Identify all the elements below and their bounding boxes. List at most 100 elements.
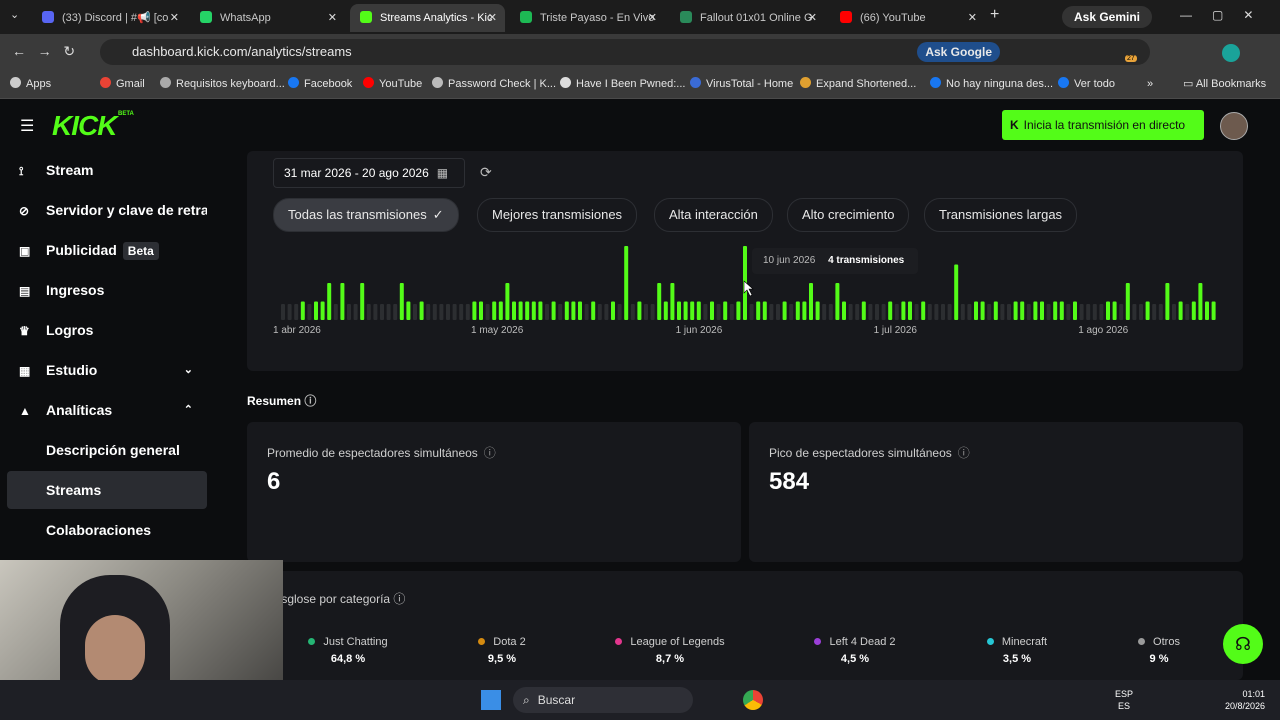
- address-bar[interactable]: dashboard.kick.com/analytics/streams Ask…: [100, 39, 1150, 65]
- all-bookmarks[interactable]: ▭ All Bookmarks: [1183, 78, 1267, 90]
- tab-search[interactable]: ⌄: [10, 9, 20, 21]
- tab-close[interactable]: ✕: [807, 12, 817, 24]
- category-name: Just Chatting: [323, 636, 388, 648]
- sidebar-label: Stream: [46, 162, 94, 178]
- stream-bar: [1046, 304, 1051, 320]
- sidebar-item[interactable]: ▤ Ingresos: [7, 271, 207, 309]
- sidebar-item[interactable]: ▦ Estudio ⌄: [7, 351, 207, 389]
- stream-bar: [426, 304, 431, 320]
- support-button[interactable]: ☊: [1223, 624, 1263, 664]
- more-bookmarks[interactable]: »: [1147, 78, 1154, 90]
- sidebar-item[interactable]: Colaboraciones: [7, 511, 207, 549]
- sidebar-item[interactable]: Streams: [7, 471, 207, 509]
- bookmark[interactable]: Apps: [10, 70, 51, 98]
- bookmark[interactable]: Gmail: [100, 70, 145, 98]
- nav-buttons[interactable]: ← → ↻: [12, 43, 76, 59]
- language[interactable]: ESP ES: [1115, 688, 1133, 712]
- chart-tooltip: 10 jun 2026 4 transmisiones: [752, 248, 918, 274]
- tab-close[interactable]: ✕: [487, 12, 497, 24]
- browser-tab[interactable]: Triste Payaso - En Vivo ✕: [510, 4, 665, 32]
- stream-bar: [670, 283, 675, 320]
- filter-chip[interactable]: Mejores transmisiones: [477, 198, 638, 232]
- tab-title: (66) YouTube: [860, 12, 926, 24]
- bookmark-label: Apps: [26, 78, 52, 90]
- filter-chip[interactable]: Alto crecimiento: [787, 198, 910, 232]
- stream-bar: [472, 301, 477, 320]
- bookmark-label: Gmail: [116, 78, 145, 90]
- bookmark[interactable]: Ver todo: [1058, 70, 1115, 98]
- url[interactable]: dashboard.kick.com/analytics/streams: [132, 44, 352, 59]
- summary-card-label-text: Promedio de espectadores simultáneos: [267, 446, 478, 460]
- date-picker[interactable]: 31 mar 2026 - 20 ago 2026 ▦: [273, 158, 465, 188]
- tab-title: Streams Analytics - Kic: [380, 12, 493, 24]
- clock[interactable]: 01:01 20/8/2026: [1205, 688, 1265, 712]
- bookmark[interactable]: No hay ninguna des...: [930, 70, 1053, 98]
- bookmark[interactable]: Facebook: [288, 70, 352, 98]
- stream-bar: [386, 304, 391, 320]
- user-avatar[interactable]: [1220, 112, 1248, 140]
- stream-bar: [736, 301, 741, 320]
- start-button[interactable]: [481, 690, 501, 710]
- stream-bar: [782, 301, 787, 320]
- bookmark-icon: [160, 77, 171, 88]
- sidebar-item[interactable]: ⟟ Stream: [7, 151, 207, 189]
- clock-date: 20/8/2026: [1224, 701, 1265, 711]
- stream-bar: [914, 304, 919, 320]
- browser-tab[interactable]: (33) Discord | #📢 [co ✕: [32, 4, 187, 32]
- refresh-button[interactable]: ⟳: [480, 164, 492, 180]
- bookmark[interactable]: Password Check | K...: [432, 70, 556, 98]
- bookmark-icon: [288, 77, 299, 88]
- stream-bar: [327, 283, 332, 320]
- browser-tab[interactable]: (66) YouTube ✕: [830, 4, 985, 32]
- chevron: ⌃: [183, 404, 193, 416]
- bookmark[interactable]: VirusTotal - Home: [690, 70, 793, 98]
- bookmark[interactable]: YouTube: [363, 70, 422, 98]
- sidebar-item[interactable]: ⊘ Servidor y clave de retransmisión: [7, 191, 207, 229]
- stream-bar: [333, 304, 338, 320]
- stream-bar: [1099, 304, 1104, 320]
- browser-tab[interactable]: Fallout 01x01 Online G ✕: [670, 4, 825, 32]
- stream-bar: [703, 304, 708, 320]
- sidebar-item[interactable]: ♛ Logros: [7, 311, 207, 349]
- menu-button[interactable]: ☰: [20, 118, 35, 135]
- profile-avatar[interactable]: [1222, 44, 1240, 62]
- go-live-button[interactable]: K Inicia la transmisión en directo: [1002, 110, 1204, 140]
- filter-chip[interactable]: Alta interacción: [654, 198, 773, 232]
- ask-gemini[interactable]: Ask Gemini: [1062, 6, 1152, 28]
- x-axis-label: 1 jul 2026: [874, 325, 918, 336]
- sidebar-item[interactable]: Descripción general: [7, 431, 207, 469]
- taskbar-search[interactable]: ⌕ Buscar: [513, 687, 693, 713]
- tab-close[interactable]: ✕: [967, 12, 977, 24]
- tooltip-date: 10 jun 2026: [763, 255, 816, 266]
- window-controls[interactable]: — ▢ ✕: [1180, 8, 1254, 22]
- logo[interactable]: KICK: [52, 110, 117, 141]
- browser-tab[interactable]: WhatsApp ✕: [190, 4, 345, 32]
- chrome-icon[interactable]: [743, 690, 763, 710]
- sidebar-icon: ⊘: [19, 204, 30, 218]
- filter-chip[interactable]: Transmisiones largas: [924, 198, 1078, 232]
- bookmark-icon: [800, 77, 811, 88]
- tab-close[interactable]: ✕: [647, 12, 657, 24]
- stream-bar: [1020, 301, 1025, 320]
- bookmark[interactable]: Expand Shortened...: [800, 70, 916, 98]
- chevron: ⌄: [183, 364, 193, 376]
- sidebar-item[interactable]: ▲ Analíticas ⌃: [7, 391, 207, 429]
- ask-google[interactable]: Ask Google: [917, 42, 1000, 62]
- legend-dot: [986, 638, 994, 645]
- summary-title: Resumen ⓘ: [247, 394, 317, 408]
- sidebar-item[interactable]: ▣ Publicidad Beta: [7, 231, 207, 269]
- stream-bar: [380, 304, 384, 320]
- stream-bar: [828, 304, 833, 320]
- stream-bar: [1040, 301, 1044, 320]
- stream-bar: [875, 304, 879, 320]
- stream-bar: [1119, 304, 1124, 320]
- filter-chip[interactable]: Todas las transmisiones ✓: [273, 198, 459, 232]
- stream-bar: [749, 304, 754, 320]
- browser-tab[interactable]: Streams Analytics - Kic ✕: [350, 4, 505, 32]
- stream-bar: [901, 301, 906, 320]
- tab-close[interactable]: ✕: [169, 12, 179, 24]
- bookmark[interactable]: Have I Been Pwned:...: [560, 70, 685, 98]
- tab-close[interactable]: ✕: [327, 12, 337, 24]
- bookmark[interactable]: Requisitos keyboard...: [160, 70, 285, 98]
- new-tab[interactable]: +: [990, 6, 1000, 23]
